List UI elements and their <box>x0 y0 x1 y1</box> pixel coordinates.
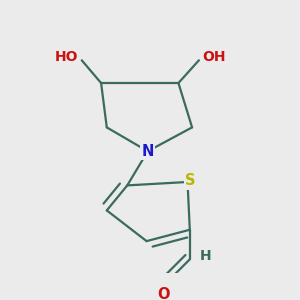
Text: S: S <box>185 173 196 188</box>
Text: H: H <box>200 249 212 263</box>
Text: HO: HO <box>55 50 78 64</box>
Text: O: O <box>158 287 170 300</box>
Text: OH: OH <box>202 50 226 64</box>
Text: N: N <box>142 144 154 159</box>
